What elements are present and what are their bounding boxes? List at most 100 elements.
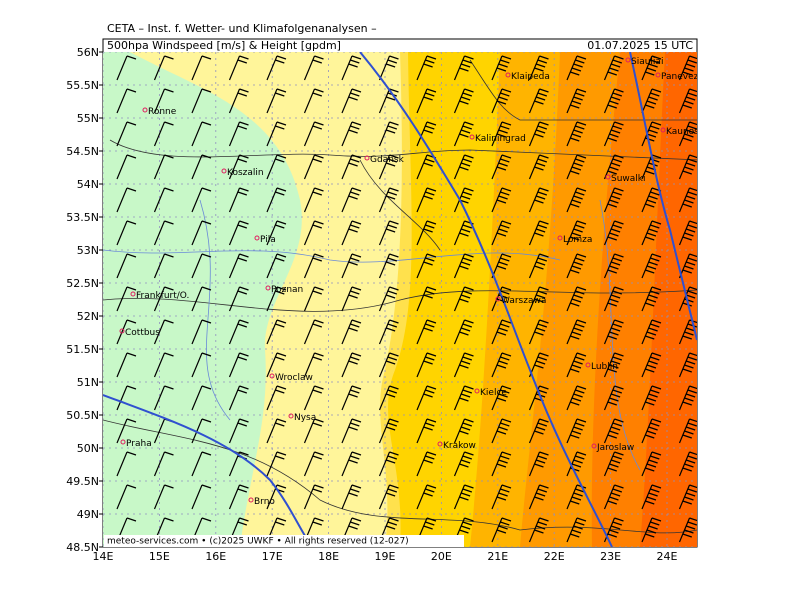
wind-barb	[641, 220, 662, 246]
wind-barb	[491, 352, 512, 378]
wind-barb	[566, 220, 587, 246]
city-name: Klaipeda	[511, 72, 550, 82]
wind-barb	[678, 253, 697, 279]
wind-barb	[341, 286, 362, 312]
lon-label: 24E	[657, 550, 678, 563]
wind-barb	[566, 286, 587, 312]
city-marker	[254, 235, 260, 241]
wind-barb	[153, 352, 174, 378]
city-name: Nysa	[294, 413, 316, 423]
wind-barb	[341, 451, 362, 477]
wind-barb	[491, 418, 512, 444]
wind-barb	[191, 55, 212, 81]
wind-barb	[341, 517, 362, 543]
wind-barb	[453, 517, 474, 543]
wind-barb	[303, 286, 324, 312]
wind-barb	[378, 352, 399, 378]
wind-barb	[603, 517, 624, 543]
city-name: Suwalki	[611, 174, 646, 184]
wind-barb	[566, 385, 587, 411]
lon-label: 22E	[544, 550, 565, 563]
city-name: Gdansk	[370, 155, 405, 165]
wind-barb	[528, 418, 549, 444]
city-name: Jaroslaw	[596, 443, 634, 453]
wind-barb	[378, 484, 399, 510]
wind-barb	[378, 55, 399, 81]
wind-barb	[678, 484, 697, 510]
wind-barb	[528, 286, 549, 312]
wind-barb	[416, 121, 437, 147]
wind-barb	[603, 484, 624, 510]
wind-barb	[566, 88, 587, 114]
wind-barb	[641, 418, 662, 444]
wind-barb	[641, 517, 662, 543]
wind-barb	[566, 418, 587, 444]
wind-barb	[303, 451, 324, 477]
wind-barb	[678, 451, 697, 477]
lat-label: 49N	[77, 508, 99, 521]
lon-label: 21E	[487, 550, 508, 563]
wind-barb	[678, 385, 697, 411]
wind-barb	[303, 88, 324, 114]
city-marker	[474, 388, 480, 394]
city-marker	[248, 497, 254, 503]
wind-barb	[453, 55, 474, 81]
wind-barb	[266, 55, 287, 81]
wind-barb	[191, 319, 212, 345]
wind-barb	[528, 187, 549, 213]
wind-barb	[266, 418, 287, 444]
wind-barb	[453, 88, 474, 114]
wind-barb	[566, 154, 587, 180]
wind-barb	[528, 55, 549, 81]
wind-barb	[491, 451, 512, 477]
wind-barb	[378, 187, 399, 213]
city-name: Pila	[260, 235, 276, 245]
wind-barb	[153, 88, 174, 114]
wind-barb	[641, 319, 662, 345]
wind-barb	[228, 55, 249, 81]
wind-barb	[116, 253, 137, 279]
wind-barb	[566, 187, 587, 213]
wind-barb	[678, 88, 697, 114]
wind-barb	[303, 154, 324, 180]
wind-barb	[491, 253, 512, 279]
wind-barb	[528, 352, 549, 378]
wind-barb	[191, 484, 212, 510]
valid-time: 01.07.2025 15 UTC	[587, 39, 693, 52]
city-marker	[142, 107, 148, 113]
wind-barb	[303, 385, 324, 411]
wind-barb	[641, 187, 662, 213]
wind-barb	[641, 352, 662, 378]
wind-barb	[453, 121, 474, 147]
lon-label: 18E	[318, 550, 339, 563]
wind-barb	[116, 88, 137, 114]
city-name: Krakow	[443, 441, 476, 451]
wind-barb	[453, 385, 474, 411]
city-name: Ronne	[148, 107, 177, 117]
wind-barb	[491, 55, 512, 81]
city-name: Panevezys	[661, 72, 709, 82]
wind-barb	[341, 352, 362, 378]
wind-barb	[228, 319, 249, 345]
wind-barb	[116, 121, 137, 147]
wind-barb	[416, 154, 437, 180]
wind-barb	[116, 352, 137, 378]
wind-barb	[191, 121, 212, 147]
city-name: Kaunos	[666, 127, 699, 137]
wind-barb	[116, 385, 137, 411]
wind-barb	[566, 121, 587, 147]
wind-barb	[416, 418, 437, 444]
lat-label: 56N	[77, 46, 99, 59]
wind-barb	[153, 286, 174, 312]
institute: CETA – Inst. f. Wetter- und Klimafolgena…	[107, 22, 377, 35]
wind-barb	[603, 55, 624, 81]
wind-barb	[678, 286, 697, 312]
wind-barb	[491, 484, 512, 510]
wind-barb	[228, 121, 249, 147]
wind-barb	[266, 286, 287, 312]
wind-barb	[228, 253, 249, 279]
wind-barb	[341, 484, 362, 510]
wind-barb	[378, 121, 399, 147]
wind-barb	[453, 319, 474, 345]
wind-barb	[491, 286, 512, 312]
